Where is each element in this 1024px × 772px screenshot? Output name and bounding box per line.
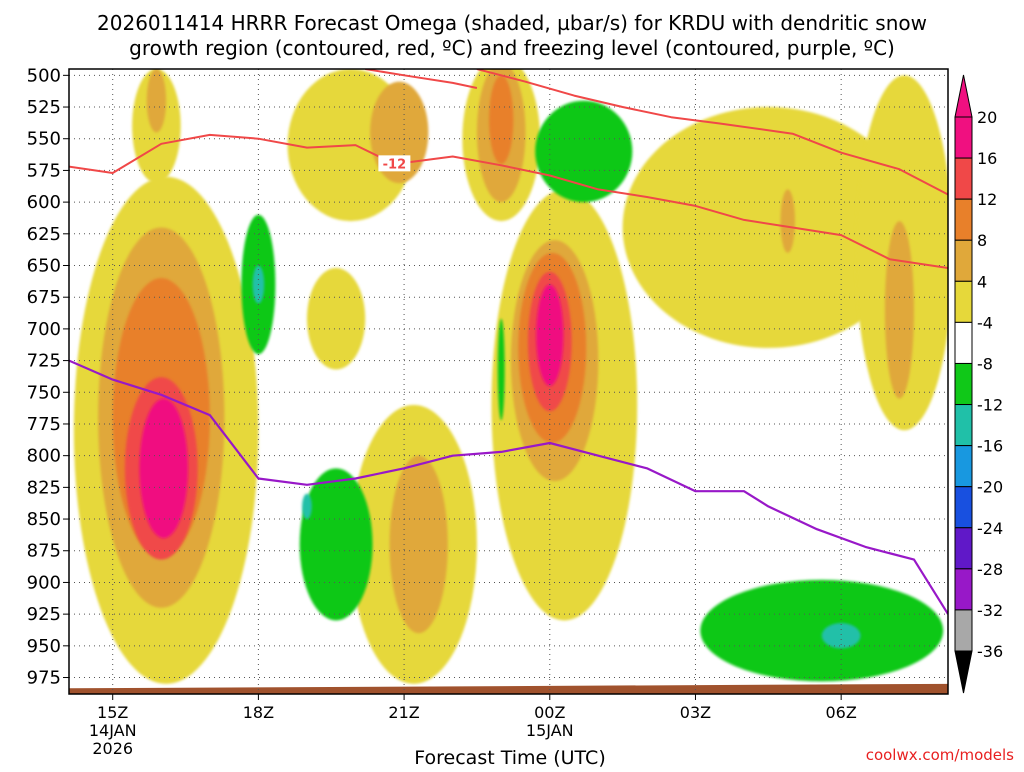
colorbar-label: -16 — [977, 437, 1003, 456]
y-tick-label: 900 — [27, 572, 61, 593]
colorbar-swatch — [954, 157, 973, 200]
omega-region-1 — [146, 69, 167, 133]
dendritic-contour-1 — [476, 69, 948, 196]
x-tick-label: 18Z — [243, 703, 274, 722]
plot-frame — [68, 68, 949, 695]
colorbar-swatch — [954, 527, 973, 570]
y-tick-label: 975 — [27, 668, 61, 689]
y-tick-label: 600 — [27, 192, 61, 213]
colorbar-swatch — [954, 404, 973, 447]
colorbar-label: 8 — [977, 231, 987, 250]
contour-label: -12 — [383, 157, 407, 172]
y-tick-label: 550 — [27, 129, 61, 150]
colorbar-label: -12 — [977, 396, 1003, 415]
y-tick-label: 875 — [27, 541, 61, 562]
freezing-level-contour — [69, 359, 948, 615]
terrain-surface — [69, 683, 948, 694]
omega-region-14 — [489, 75, 514, 165]
y-axis: 500 525 550 575 600 625 650 675 700 725 750 775 800 8… — [27, 65, 69, 689]
colorbar-swatch — [954, 609, 973, 652]
x-tick-label: 00Z — [534, 703, 565, 722]
omega-region-31 — [821, 623, 861, 649]
omega-region-20 — [622, 107, 915, 348]
colorbar-swatch — [954, 486, 973, 529]
colorbar-label: -24 — [977, 519, 1003, 538]
omega-region-22 — [884, 221, 915, 399]
colorbar-swatch — [954, 239, 973, 282]
y-tick-label: 575 — [27, 160, 61, 181]
colorbar-label: 20 — [977, 108, 997, 127]
omega-region-30 — [700, 579, 944, 682]
omega-region-27 — [497, 318, 505, 421]
omega-region-19 — [536, 284, 564, 386]
omega-region-29 — [302, 493, 312, 520]
omega-shading — [69, 69, 948, 694]
x-tick-label: 15Z — [97, 703, 128, 722]
y-tick-label: 700 — [27, 319, 61, 340]
colorbar-arrow-bottom — [954, 650, 973, 694]
x-tick-label: 06Z — [825, 703, 856, 722]
contour-lines: -12 — [69, 69, 948, 615]
colorbar-swatch — [954, 445, 973, 488]
omega-region-6 — [139, 398, 188, 539]
y-tick-label: 850 — [27, 509, 61, 530]
gridlines — [69, 69, 948, 694]
colorbar-label: -4 — [977, 313, 993, 332]
colorbar-label: 12 — [977, 190, 997, 209]
colorbar-label: -36 — [977, 642, 1003, 661]
omega-region-11 — [389, 455, 448, 634]
colorbar-label: -32 — [977, 601, 1003, 620]
watermark-text[interactable]: coolwx.com/models — [866, 746, 1014, 764]
colorbar-label: 16 — [977, 149, 997, 168]
y-tick-label: 800 — [27, 446, 61, 467]
y-tick-label: 950 — [27, 636, 61, 657]
x-tick-date: 14JAN — [89, 721, 137, 740]
omega-region-9 — [306, 268, 366, 370]
y-tick-label: 625 — [27, 224, 61, 245]
colorbar-label: -20 — [977, 478, 1003, 497]
y-tick-label: 725 — [27, 351, 61, 372]
colorbar-label: -28 — [977, 560, 1003, 579]
dendritic-contour-2 — [365, 69, 478, 89]
colorbar-swatch — [954, 568, 973, 611]
y-tick-label: 675 — [27, 287, 61, 308]
colorbar-swatch — [954, 198, 973, 241]
colorbar-legend: 20 16 12 8 4 -4 -8 -12 -16 -20 -24 -28 -32 -36 — [954, 74, 1003, 694]
omega-region-23 — [780, 189, 796, 253]
chart-title-line2: growth region (contoured, red, ºC) and f… — [129, 36, 895, 60]
y-tick-label: 500 — [27, 65, 61, 86]
y-tick-label: 825 — [27, 477, 61, 498]
x-axis-label: Forecast Time (UTC) — [414, 747, 605, 768]
y-tick-label: 925 — [27, 604, 61, 625]
x-tick-label: 21Z — [388, 703, 419, 722]
colorbar-swatch — [954, 321, 973, 364]
colorbar-label: 4 — [977, 272, 987, 291]
x-tick-year: 2026 — [92, 739, 133, 758]
y-tick-label: 650 — [27, 256, 61, 277]
x-tick-date: 15JAN — [526, 721, 574, 740]
colorbar-swatch — [954, 362, 973, 406]
colorbar-swatch — [954, 116, 973, 159]
x-tick-label: 03Z — [680, 703, 711, 722]
colorbar-label: -8 — [977, 354, 993, 373]
dendritic-contour-0 — [69, 133, 948, 269]
colorbar-swatch — [954, 280, 973, 323]
omega-region-26 — [535, 100, 633, 203]
omega-region-28 — [299, 468, 373, 621]
y-tick-label: 750 — [27, 382, 61, 403]
contour-label-bg — [378, 155, 411, 172]
colorbar-arrow-top — [954, 74, 973, 118]
y-tick-label: 525 — [27, 97, 61, 118]
y-tick-label: 775 — [27, 414, 61, 435]
chart-title-line1: 2026011414 HRRR Forecast Omega (shaded, … — [97, 11, 927, 35]
